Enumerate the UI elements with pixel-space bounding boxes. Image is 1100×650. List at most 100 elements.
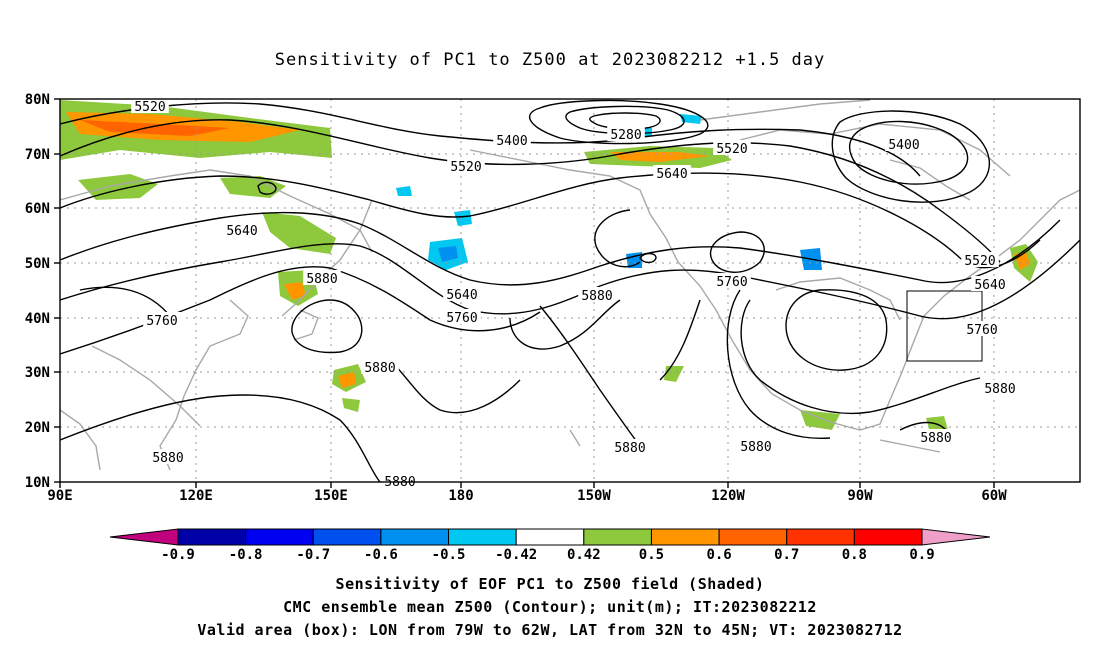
colorbar-label: 0.9 xyxy=(909,547,934,563)
colorbar-segment xyxy=(245,528,314,546)
contour-label-bg xyxy=(713,140,751,155)
colorbar-label: -0.7 xyxy=(296,547,330,563)
colorbar-label: -0.8 xyxy=(229,547,263,563)
contour-label: 5880 xyxy=(614,441,645,456)
colorbar-segment xyxy=(380,528,450,546)
contour-labels: 5520 5400 5280 5520 5520 5640 5400 5640 5880 5640… xyxy=(131,98,1019,490)
contour-label-bg xyxy=(443,309,481,324)
lat-tick-label: 40N xyxy=(25,311,50,327)
contour-label: 5280 xyxy=(610,128,641,143)
contour-label: 5760 xyxy=(716,275,747,290)
contour-label: 5520 xyxy=(964,254,995,269)
colorbar: -0.9 -0.8 -0.7 -0.6 -0.5 -0.42 0.42 0.5 0.6 0.7 0.… xyxy=(109,528,991,563)
contour-label-bg xyxy=(607,126,645,141)
contour-label-bg xyxy=(361,359,399,374)
contour-label-bg xyxy=(653,165,691,180)
contour-label: 5760 xyxy=(966,323,997,338)
contour-label-bg xyxy=(713,273,751,288)
contour-label-bg xyxy=(447,158,485,173)
colorbar-label: 0.8 xyxy=(842,547,867,563)
lon-tick-label: 150E xyxy=(314,488,348,504)
colorbar-segment xyxy=(718,528,788,546)
colorbar-segment xyxy=(515,528,585,546)
contour-label-bg xyxy=(737,438,775,453)
contour-label-bg xyxy=(885,136,923,151)
contour-label: 5640 xyxy=(446,288,477,303)
plot-frame xyxy=(59,98,1081,483)
colorbar-low-end xyxy=(109,528,179,546)
contour-label-bg xyxy=(143,312,181,327)
contour-label-bg xyxy=(961,252,999,267)
lon-tick-label: 90E xyxy=(47,488,72,504)
contour-label-bg xyxy=(223,222,261,237)
contour-label: 5880 xyxy=(306,272,337,287)
contour-label: 5880 xyxy=(984,382,1015,397)
colorbar-label: -0.6 xyxy=(364,547,398,563)
lon-tick-label: 60W xyxy=(981,488,1007,504)
colorbar-label: 0.5 xyxy=(639,547,664,563)
contour-label-bg xyxy=(303,270,341,285)
coastlines xyxy=(60,99,1080,471)
lat-tick-label: 60N xyxy=(25,201,50,217)
colorbar-segment xyxy=(312,528,382,546)
lat-tick-label: 50N xyxy=(25,256,50,272)
colorbar-segment xyxy=(853,528,923,546)
contour-label: 5520 xyxy=(134,100,165,115)
axis-ticks xyxy=(54,98,995,488)
contour-label-bg xyxy=(981,380,1019,395)
colorbar-segment xyxy=(583,528,652,546)
contour-label-bg xyxy=(963,321,1001,336)
plot-title: Sensitivity of PC1 to Z500 at 2023082212… xyxy=(274,50,826,70)
contour-label-bg xyxy=(131,98,169,113)
caption-shading: Sensitivity of EOF PC1 to Z500 field (Sh… xyxy=(335,575,765,593)
contour-label-bg xyxy=(578,287,616,302)
contour-label-bg xyxy=(971,276,1009,291)
lat-tick-label: 80N xyxy=(25,92,50,108)
contour-label-bg xyxy=(149,449,187,464)
lat-tick-label: 20N xyxy=(25,420,50,436)
colorbar-label: -0.9 xyxy=(161,547,195,563)
lat-tick-label: 30N xyxy=(25,365,50,381)
contour-label: 5640 xyxy=(974,278,1005,293)
lat-tick-label: 70N xyxy=(25,147,50,163)
lon-tick-label: 120W xyxy=(711,488,745,504)
colorbar-high-end xyxy=(921,528,991,546)
lon-axis: 90E 120E 150E 180 150W 120W 90W 60W xyxy=(47,488,1007,504)
contour-label-bg xyxy=(493,132,531,147)
contour-label-bg xyxy=(381,473,419,488)
contour-label-bg xyxy=(611,439,649,454)
lat-tick-label: 10N xyxy=(25,475,50,491)
colorbar-segment xyxy=(448,528,517,546)
lon-tick-label: 120E xyxy=(179,488,213,504)
contour-label: 5520 xyxy=(450,160,481,175)
colorbar-label: -0.42 xyxy=(495,547,537,563)
lon-tick-label: 90W xyxy=(847,488,873,504)
colorbar-segment xyxy=(786,528,855,546)
colorbar-label: -0.5 xyxy=(432,547,466,563)
contour-label: 5640 xyxy=(656,167,687,182)
contour-label: 5640 xyxy=(226,224,257,239)
lon-tick-label: 150W xyxy=(577,488,611,504)
contour-label: 5760 xyxy=(146,314,177,329)
contour-label-bg xyxy=(917,429,955,444)
contour-label-bg xyxy=(443,286,481,301)
colorbar-segment xyxy=(177,528,247,546)
caption-valid-area: Valid area (box): LON from 79W to 62W, L… xyxy=(197,621,903,639)
caption-contour: CMC ensemble mean Z500 (Contour); unit(m… xyxy=(283,598,817,616)
contour-label: 5400 xyxy=(888,138,919,153)
contour-label: 5880 xyxy=(152,451,183,466)
contour-label: 5880 xyxy=(740,440,771,455)
colorbar-segment xyxy=(650,528,720,546)
colorbar-label: 0.7 xyxy=(774,547,799,563)
lon-tick-label: 180 xyxy=(448,488,473,504)
contour-label: 5880 xyxy=(581,289,612,304)
colorbar-label: 0.6 xyxy=(706,547,731,563)
lat-axis: 80N 70N 60N 50N 40N 30N 20N 10N xyxy=(25,92,50,491)
contour-label: 5520 xyxy=(716,142,747,157)
colorbar-label: 0.42 xyxy=(567,547,601,563)
contour-label: 5880 xyxy=(920,431,951,446)
contour-label: 5760 xyxy=(446,311,477,326)
contour-label: 5400 xyxy=(496,134,527,149)
contour-label: 5880 xyxy=(364,361,395,376)
